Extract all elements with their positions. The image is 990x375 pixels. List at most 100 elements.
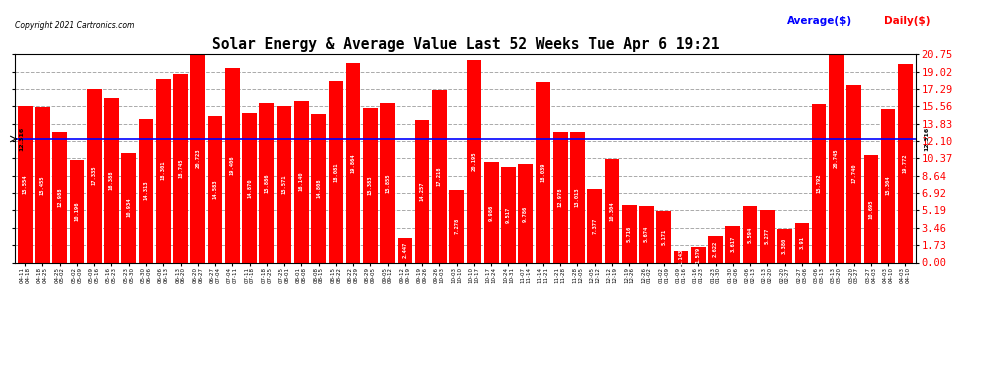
Bar: [795, 223, 809, 262]
Text: 17.740: 17.740: [851, 164, 856, 183]
Bar: [691, 247, 706, 262]
Text: 18.301: 18.301: [160, 161, 165, 180]
Bar: [742, 206, 757, 262]
Text: 18.039: 18.039: [541, 162, 545, 182]
Text: 12.316: 12.316: [20, 127, 25, 151]
Text: 18.745: 18.745: [178, 159, 183, 178]
Text: 15.304: 15.304: [886, 176, 891, 195]
Text: 9.786: 9.786: [523, 205, 529, 222]
Bar: [243, 113, 256, 262]
Text: 15.383: 15.383: [368, 176, 373, 195]
Bar: [363, 108, 378, 262]
Text: 2.622: 2.622: [713, 241, 718, 258]
Bar: [519, 164, 533, 262]
Bar: [18, 106, 33, 262]
Text: 3.91: 3.91: [799, 236, 804, 249]
Bar: [501, 167, 516, 262]
Bar: [640, 206, 653, 262]
Text: 12.978: 12.978: [557, 188, 562, 207]
Text: 7.377: 7.377: [592, 217, 597, 234]
Text: 14.257: 14.257: [420, 181, 425, 201]
Bar: [190, 55, 205, 262]
Bar: [380, 104, 395, 262]
Text: 1.579: 1.579: [696, 246, 701, 263]
Bar: [346, 63, 360, 262]
Text: 10.196: 10.196: [74, 202, 79, 221]
Text: 14.870: 14.870: [248, 178, 252, 198]
Text: 15.792: 15.792: [817, 174, 822, 193]
Text: 2.447: 2.447: [402, 242, 408, 258]
Text: 14.583: 14.583: [213, 180, 218, 199]
Text: 17.218: 17.218: [437, 166, 442, 186]
Text: 14.313: 14.313: [144, 181, 148, 201]
Bar: [35, 108, 50, 262]
Text: 16.140: 16.140: [299, 172, 304, 191]
Bar: [173, 75, 188, 262]
Bar: [674, 251, 688, 262]
Bar: [466, 60, 481, 262]
Text: 17.335: 17.335: [92, 166, 97, 185]
Bar: [726, 226, 741, 262]
Text: 7.278: 7.278: [454, 218, 459, 234]
Text: 5.171: 5.171: [661, 228, 666, 245]
Text: 16.388: 16.388: [109, 171, 114, 190]
Bar: [139, 119, 153, 262]
Bar: [552, 132, 567, 262]
Text: 13.013: 13.013: [575, 188, 580, 207]
Text: 5.277: 5.277: [765, 228, 770, 244]
Bar: [208, 116, 223, 262]
Bar: [570, 132, 585, 262]
Bar: [536, 82, 550, 262]
Text: Daily($): Daily($): [884, 16, 931, 26]
Bar: [311, 114, 326, 262]
Bar: [449, 189, 464, 262]
Text: 5.594: 5.594: [747, 226, 752, 243]
Text: 19.864: 19.864: [350, 153, 355, 173]
Title: Solar Energy & Average Value Last 52 Weeks Tue Apr 6 19:21: Solar Energy & Average Value Last 52 Wee…: [212, 37, 719, 52]
Text: 12.988: 12.988: [57, 188, 62, 207]
Bar: [398, 238, 412, 262]
Bar: [122, 153, 136, 262]
Bar: [587, 189, 602, 262]
Text: 20.723: 20.723: [195, 149, 200, 168]
Bar: [708, 236, 723, 262]
Bar: [656, 211, 671, 262]
Text: 10.304: 10.304: [610, 201, 615, 220]
Text: Copyright 2021 Cartronics.com: Copyright 2021 Cartronics.com: [15, 21, 135, 30]
Text: 19.406: 19.406: [230, 155, 235, 175]
Bar: [881, 109, 896, 262]
Bar: [760, 210, 774, 262]
Text: Average($): Average($): [787, 16, 852, 26]
Bar: [777, 229, 792, 262]
Bar: [104, 98, 119, 262]
Bar: [156, 79, 170, 262]
Bar: [863, 155, 878, 262]
Bar: [605, 159, 620, 262]
Text: 3.617: 3.617: [731, 236, 736, 252]
Text: 10.695: 10.695: [868, 199, 873, 219]
Bar: [259, 103, 274, 262]
Text: 12.316: 12.316: [925, 127, 930, 151]
Text: 20.745: 20.745: [834, 149, 839, 168]
Bar: [52, 132, 67, 262]
Bar: [622, 205, 637, 262]
Bar: [829, 54, 843, 262]
Bar: [69, 160, 84, 262]
Text: 15.886: 15.886: [264, 173, 269, 193]
Bar: [484, 162, 499, 262]
Text: 9.986: 9.986: [489, 204, 494, 220]
Text: 10.934: 10.934: [127, 198, 132, 217]
Text: 14.808: 14.808: [316, 178, 321, 198]
Bar: [898, 64, 913, 262]
Bar: [415, 120, 430, 262]
Bar: [432, 90, 446, 262]
Text: 9.517: 9.517: [506, 207, 511, 223]
Bar: [294, 100, 309, 262]
Text: 19.772: 19.772: [903, 154, 908, 173]
Bar: [846, 85, 861, 262]
Text: 1.143: 1.143: [678, 249, 683, 265]
Bar: [277, 106, 291, 262]
Text: 15.455: 15.455: [40, 175, 45, 195]
Bar: [329, 81, 344, 262]
Text: 18.081: 18.081: [334, 162, 339, 182]
